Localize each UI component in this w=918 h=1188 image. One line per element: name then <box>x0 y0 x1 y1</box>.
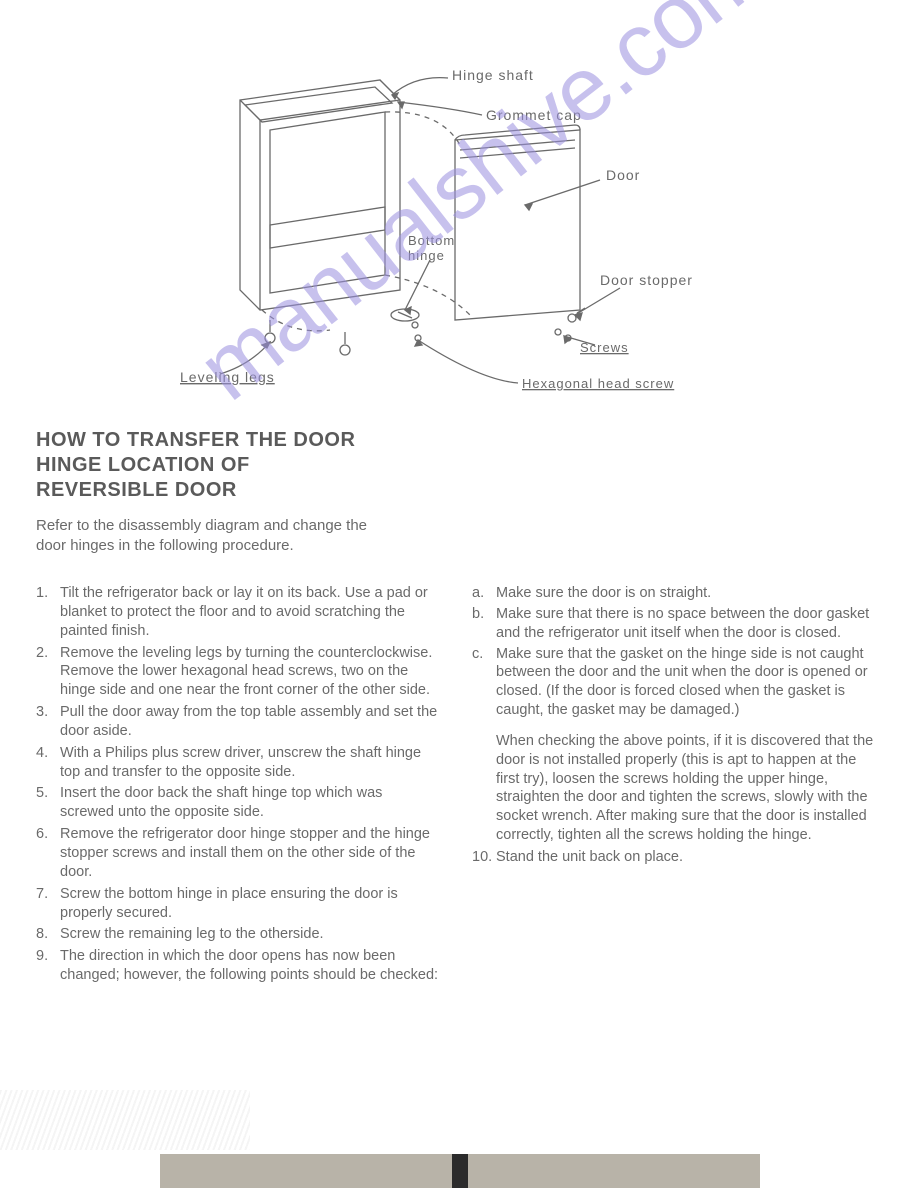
step-4: With a Philips plus screw driver, unscre… <box>36 744 440 782</box>
label-screws: Screws <box>580 340 629 355</box>
sub-c: Make sure that the gasket on the hinge s… <box>472 645 876 720</box>
step-3: Pull the door away from the top table as… <box>36 703 440 741</box>
label-bottom-hinge-2: hinge <box>408 248 445 263</box>
scan-grain <box>0 1090 250 1150</box>
right-column: Make sure the door is on straight. Make … <box>472 584 876 988</box>
step-5: Insert the door back the shaft hinge top… <box>36 784 440 822</box>
step-9: The direction in which the door opens ha… <box>36 947 440 985</box>
label-leveling-legs: Leveling legs <box>180 369 275 385</box>
step-10: Stand the unit back on place. <box>472 848 876 867</box>
step-6: Remove the refrigerator door hinge stopp… <box>36 825 440 882</box>
label-grommet-cap: Grommet cap <box>486 107 582 123</box>
sub-letters-list: Make sure the door is on straight. Make … <box>472 584 876 720</box>
label-bottom-hinge-1: Bottom <box>408 233 455 248</box>
step-1: Tilt the refrigerator back or lay it on … <box>36 584 440 641</box>
label-hex-screw: Hexagonal head screw <box>522 376 674 391</box>
steps-list-left: Tilt the refrigerator back or lay it on … <box>36 584 440 985</box>
left-column: Tilt the refrigerator back or lay it on … <box>36 584 440 988</box>
heading-line-3: REVERSIBLE DOOR <box>36 478 355 503</box>
label-door-stopper: Door stopper <box>600 272 693 288</box>
label-door: Door <box>606 167 640 183</box>
body-columns: Tilt the refrigerator back or lay it on … <box>36 584 876 988</box>
page-bottom-bar <box>160 1154 760 1188</box>
check-paragraph: When checking the above points, if it is… <box>472 732 876 845</box>
intro-paragraph: Refer to the disassembly diagram and cha… <box>36 516 396 557</box>
heading-line-2: HINGE LOCATION OF <box>36 453 355 478</box>
heading-line-1: HOW TO TRANSFER THE DOOR <box>36 428 355 453</box>
sub-b: Make sure that there is no space between… <box>472 605 876 643</box>
step-2: Remove the leveling legs by turning the … <box>36 644 440 701</box>
steps-list-right: Stand the unit back on place. <box>472 848 876 867</box>
label-hinge-shaft: Hinge shaft <box>452 67 534 83</box>
disassembly-diagram: Hinge shaft Grommet cap Door Bottom hing… <box>180 60 740 400</box>
diagram-svg: Hinge shaft Grommet cap Door Bottom hing… <box>180 60 740 400</box>
sub-a: Make sure the door is on straight. <box>472 584 876 603</box>
section-heading: HOW TO TRANSFER THE DOOR HINGE LOCATION … <box>36 428 355 503</box>
step-7: Screw the bottom hinge in place ensuring… <box>36 885 440 923</box>
step-8: Screw the remaining leg to the otherside… <box>36 925 440 944</box>
